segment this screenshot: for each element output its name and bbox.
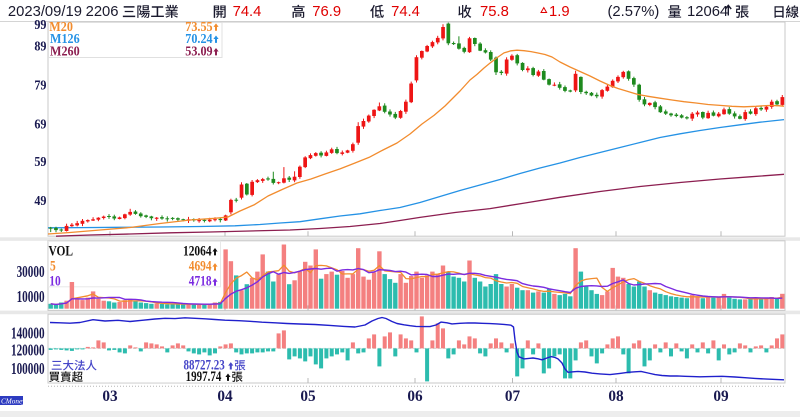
svg-text:1.9: 1.9 [549, 4, 570, 20]
svg-text:79: 79 [34, 78, 46, 93]
svg-text:12064: 12064 [183, 242, 212, 259]
svg-text:M260: M260 [50, 44, 80, 59]
svg-text:140000: 140000 [11, 324, 45, 343]
svg-text:89: 89 [34, 39, 46, 54]
svg-text:04: 04 [217, 388, 233, 405]
svg-text:49: 49 [34, 193, 46, 208]
svg-text:(2.57%): (2.57%) [608, 4, 660, 20]
svg-text:99: 99 [34, 17, 46, 32]
svg-text:75.8: 75.8 [480, 4, 509, 20]
svg-text:08: 08 [608, 388, 624, 405]
svg-text:69: 69 [34, 117, 46, 132]
svg-text:74.4: 74.4 [391, 4, 420, 20]
svg-text:09: 09 [713, 388, 729, 405]
svg-text:70.24: 70.24 [185, 31, 213, 46]
svg-text:88727.23: 88727.23 [184, 357, 225, 373]
svg-text:76.9: 76.9 [312, 4, 341, 20]
svg-text:59: 59 [34, 154, 46, 169]
svg-text:2206: 2206 [86, 4, 119, 20]
svg-text:74.4: 74.4 [233, 4, 262, 20]
svg-text:05: 05 [300, 388, 316, 405]
svg-text:120000: 120000 [11, 341, 45, 360]
svg-text:2023/09/19: 2023/09/19 [8, 4, 82, 20]
svg-text:CMoney: CMoney [1, 398, 26, 406]
svg-text:100000: 100000 [11, 360, 45, 379]
svg-text:4718: 4718 [189, 272, 212, 289]
svg-text:07: 07 [505, 388, 521, 405]
svg-text:53.09: 53.09 [185, 44, 212, 59]
svg-text:M20: M20 [49, 19, 73, 34]
svg-text:5: 5 [50, 257, 56, 274]
svg-text:30000: 30000 [17, 263, 45, 282]
svg-text:03: 03 [102, 388, 118, 405]
svg-text:VOL: VOL [49, 242, 74, 259]
svg-text:10000: 10000 [17, 288, 45, 307]
svg-text:73.55: 73.55 [185, 19, 212, 34]
svg-text:1997.74: 1997.74 [186, 369, 222, 385]
svg-text:4694: 4694 [189, 257, 212, 274]
svg-text:10: 10 [49, 272, 61, 289]
svg-text:06: 06 [407, 388, 423, 405]
svg-text:12064: 12064 [687, 4, 728, 20]
svg-text:M126: M126 [50, 31, 80, 46]
